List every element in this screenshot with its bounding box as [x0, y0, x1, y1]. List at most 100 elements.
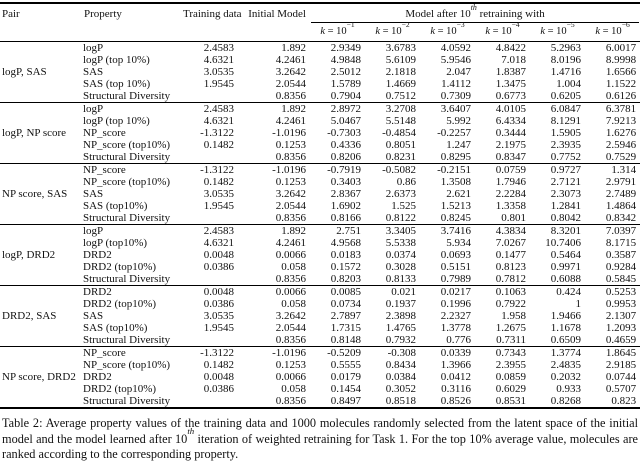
value-cell: 0.0734: [330, 298, 361, 310]
value-cell: 0.0374: [385, 249, 416, 261]
k-column-header: k = 10−1: [320, 19, 355, 37]
value-cell: 0.8122: [385, 212, 416, 224]
value-cell: 3.2642: [275, 310, 306, 322]
value-cell: 0.7343: [495, 347, 526, 359]
value-cell: 0.0217: [440, 286, 471, 298]
value-cell: 3.2708: [385, 103, 416, 115]
property-label: NP_score: [83, 127, 126, 139]
value-cell: 4.6321: [203, 115, 234, 127]
value-cell: 1.4864: [605, 200, 637, 212]
value-cell: 0.1937: [385, 298, 416, 310]
table-row: NP score, DRD2 NP_score -1.3122 -1.0196 -0.5…: [0, 347, 640, 383]
value-cell: 0.0386: [203, 261, 234, 273]
value-cell: 0.8133: [385, 273, 416, 285]
value-cell: 0.933: [556, 383, 581, 395]
value-cell: 0.3116: [441, 383, 471, 395]
property-label: NP_score (top10%): [83, 176, 171, 188]
value-cell: 2.1818: [385, 66, 416, 78]
value-cell: 8.1291: [550, 115, 581, 127]
value-cell: 0.1996: [440, 298, 471, 310]
value-cell: 0.0744: [605, 371, 637, 383]
value-cell: 0.7904: [330, 90, 361, 102]
property-label: logP (top 10%): [83, 54, 150, 66]
value-cell: 2.9185: [605, 359, 637, 371]
value-cell: 2.2327: [440, 310, 471, 322]
value-cell: 0.0759: [495, 164, 526, 176]
value-cell: 6.4334: [495, 115, 526, 127]
k-variable: k: [375, 26, 380, 37]
property-label: DRD2 (top10%): [83, 298, 157, 310]
table-row: Structural Diversity 0.8356 0.8203 0.8133 0.…: [0, 273, 640, 286]
table-row: DRD2, SAS DRD2 0.0048 0.0066 0.0085 0.021 0.02…: [0, 286, 640, 322]
value-cell: 0.7932: [385, 334, 416, 346]
value-cell: 1.958: [501, 310, 526, 322]
k-variable: k: [595, 26, 601, 37]
value-cell: 1.3778: [440, 322, 471, 334]
value-cell: 6.3781: [605, 103, 637, 115]
value-cell: 1.9545: [203, 322, 234, 334]
value-cell: 2.3073: [550, 188, 581, 200]
value-cell: 0.7529: [605, 151, 637, 163]
value-cell: 0.5464: [550, 249, 581, 261]
value-cell: [182, 90, 238, 103]
value-cell: 0.8434: [385, 359, 416, 371]
value-cell: 0.058: [281, 383, 306, 395]
value-cell: -0.5082: [382, 164, 416, 176]
span-header-superscript: th: [470, 2, 477, 12]
property-label: NP_score: [83, 347, 126, 359]
property-column-header: Property: [84, 8, 122, 20]
value-cell: 0.1572: [330, 261, 361, 273]
value-cell: 4.9568: [330, 237, 361, 249]
value-cell: 0.8206: [330, 151, 361, 163]
table-row: DRD2 0.0048 0.0066 0.0183 0.0374 0.0693 0.1477…: [0, 249, 640, 261]
k-column-header: k = 10−4: [485, 19, 520, 37]
value-cell: 0.0859: [495, 371, 526, 383]
value-cell: 1.4765: [385, 322, 416, 334]
value-cell: [182, 273, 238, 286]
value-cell: 0.4659: [605, 334, 637, 346]
value-cell: 0.0183: [330, 249, 361, 261]
value-cell: 0.9727: [550, 164, 581, 176]
initial-model-column-header: Initial Model: [248, 8, 306, 20]
table-row: Structural Diversity 0.8356 0.8206 0.8231 0.…: [0, 151, 640, 164]
value-cell: 3.0535: [203, 188, 234, 200]
value-cell: 0.6205: [550, 90, 581, 102]
value-cell: -1.3122: [200, 347, 234, 359]
value-cell: 0.3587: [605, 249, 637, 261]
value-cell: 0.6088: [550, 273, 581, 285]
property-label: NP_score (top10%): [83, 139, 171, 151]
property-label: SAS: [83, 66, 104, 78]
value-cell: 4.3834: [495, 225, 526, 237]
k-header-row: k = 10−1 k = 10−2 k = 10−3 k = 10−4 k = 10−5…: [0, 19, 640, 42]
value-cell: 0.0066: [275, 249, 306, 261]
value-cell: 0.776: [446, 334, 471, 346]
table-header: Pair Property Training data Initial Mode…: [0, 3, 640, 42]
caption-text-continued: iteration of weighted retraining for Tas…: [2, 431, 638, 462]
value-cell: 6.0847: [550, 103, 581, 115]
span-header-prefix: Model after 10: [405, 8, 471, 20]
property-label: Structural Diversity: [83, 212, 171, 224]
value-cell: 8.0196: [550, 54, 581, 66]
property-label: DRD2: [83, 286, 112, 298]
value-cell: 0.8526: [440, 395, 471, 407]
value-cell: 0.0085: [330, 286, 361, 298]
value-cell: 1.314: [611, 164, 637, 176]
k-exponent: −1: [346, 19, 355, 29]
table-row: Structural Diversity 0.8356 0.7904 0.7512 0.…: [0, 90, 640, 103]
value-cell: 1.1522: [605, 78, 637, 90]
value-cell: 2.6373: [385, 188, 416, 200]
value-cell: 0.9953: [605, 298, 637, 310]
value-cell: 5.934: [446, 237, 471, 249]
pair-group: logP, SAS logP 2.4583 1.892 2.9349 3.6783 4.05…: [0, 41, 640, 103]
pair-label: NP score, DRD2: [2, 371, 76, 383]
value-cell: [182, 334, 238, 347]
value-cell: 1: [575, 298, 582, 310]
value-cell: 0.7922: [495, 298, 526, 310]
value-cell: 1.247: [446, 139, 471, 151]
pair-group: logP, DRD2 logP 2.4583 1.892 2.751 3.3405 3.74…: [0, 224, 640, 286]
value-cell: 0.3403: [330, 176, 361, 188]
value-cell: 0.3444: [495, 127, 526, 139]
value-cell: 3.6783: [385, 42, 416, 54]
value-cell: 4.6321: [203, 237, 234, 249]
table-row: NP_score (top10%) 0.1482 0.1253 0.3403 0.86 1…: [0, 176, 640, 188]
